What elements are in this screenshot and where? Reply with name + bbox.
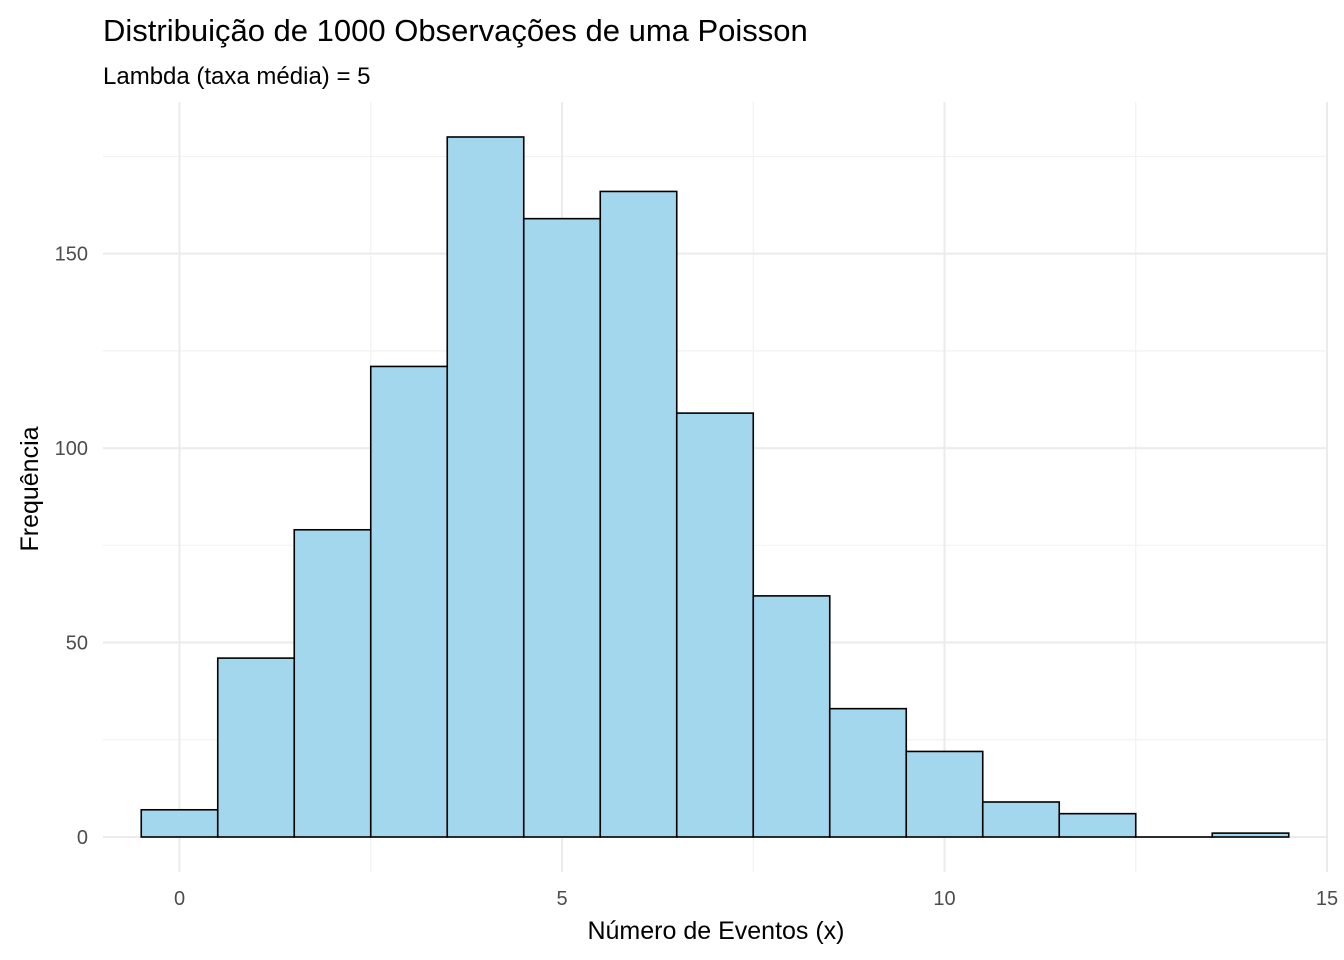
histogram-bar xyxy=(752,595,831,838)
histogram-bar xyxy=(140,808,219,838)
x-tick-label: 15 xyxy=(1316,888,1338,910)
histogram-bar xyxy=(1058,812,1137,838)
histogram-bar xyxy=(828,707,908,838)
histogram-bar xyxy=(675,412,755,838)
histogram-bar xyxy=(1211,832,1290,838)
histogram-bar xyxy=(522,217,602,838)
histogram-bar xyxy=(293,528,372,838)
x-axis-title: Número de Eventos (x) xyxy=(587,917,844,945)
y-axis-tick-labels: 0 50 100 150 xyxy=(55,244,88,849)
chart-subtitle: Lambda (taxa média) = 5 xyxy=(103,63,370,90)
y-tick-label: 50 xyxy=(66,633,88,655)
y-axis-title: Frequência xyxy=(16,426,44,551)
chart-title: Distribuição de 1000 Observações de uma … xyxy=(103,13,808,48)
y-tick-label: 100 xyxy=(55,438,88,460)
histogram-bar xyxy=(369,365,449,838)
y-tick-label: 0 xyxy=(77,827,88,849)
x-tick-label: 5 xyxy=(556,888,567,910)
histogram-bar xyxy=(905,750,984,838)
x-tick-label: 10 xyxy=(933,888,955,910)
histogram-bar xyxy=(216,657,296,838)
x-axis-tick-labels: 0 5 10 15 xyxy=(174,888,1338,910)
histogram-bar xyxy=(599,190,678,838)
y-tick-label: 150 xyxy=(55,244,88,266)
histogram-bar xyxy=(981,801,1061,838)
histogram-bars xyxy=(140,136,1290,838)
plot-area: 0 5 10 15 0 50 100 150 xyxy=(55,102,1338,910)
histogram-bar xyxy=(446,136,525,838)
x-tick-label: 0 xyxy=(174,888,185,910)
